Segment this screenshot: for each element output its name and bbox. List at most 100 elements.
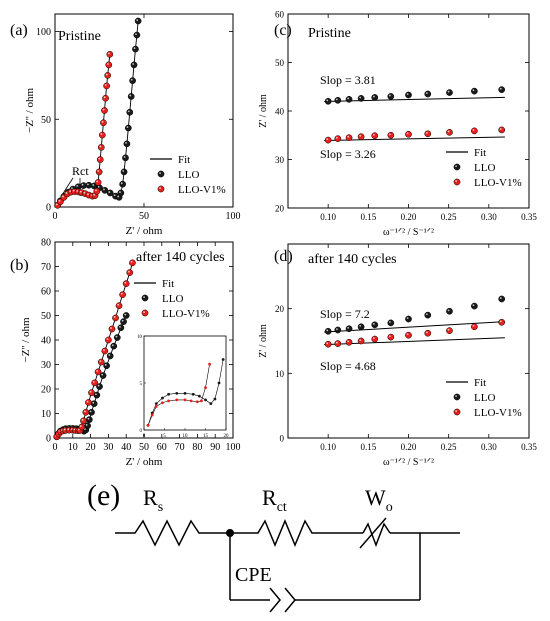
y-axis-label: Z' / ohm bbox=[258, 94, 269, 128]
panel-d-point-1-highlight bbox=[425, 331, 428, 334]
panel-c-point-0-highlight bbox=[389, 94, 391, 97]
panel-c-point-0 bbox=[334, 96, 342, 104]
y-tick-label: 30 bbox=[41, 360, 51, 371]
panel-d-point-1 bbox=[498, 318, 506, 326]
x-tick-label: 70 bbox=[175, 442, 185, 453]
y-tick-label: 40 bbox=[275, 107, 285, 117]
inset-point-0 bbox=[161, 396, 164, 400]
b-fit-1 bbox=[56, 262, 133, 438]
a-point-1-highlight bbox=[101, 120, 104, 123]
a-point-1 bbox=[56, 198, 64, 206]
panel-d-point-0-highlight bbox=[326, 329, 329, 332]
panel-b-label: (b) bbox=[10, 257, 29, 274]
a-point-0-highlight bbox=[130, 78, 133, 81]
a-point-0 bbox=[134, 17, 142, 25]
b-point-1-highlight bbox=[117, 303, 120, 306]
panel-c-point-1-highlight bbox=[447, 130, 450, 133]
a-point-0 bbox=[130, 61, 138, 69]
inset-point-1 bbox=[154, 405, 158, 408]
b-point-0 bbox=[120, 318, 127, 325]
panel-d-point-0-highlight bbox=[406, 317, 409, 320]
panel-d-point-0-highlight bbox=[472, 304, 475, 307]
b-point-1 bbox=[119, 291, 126, 299]
panel-c-point-0 bbox=[446, 89, 453, 96]
panel-d-point-0-highlight bbox=[336, 328, 338, 331]
y-tick-label: 0 bbox=[46, 434, 51, 445]
a-point-1-highlight bbox=[72, 189, 75, 192]
y-tick-label: 50 bbox=[41, 311, 51, 322]
panel-b-title: after 140 cycles bbox=[136, 250, 225, 265]
b-point-1 bbox=[82, 408, 90, 416]
legend-llov-marker-highlight bbox=[159, 187, 162, 190]
b-point-1 bbox=[85, 399, 92, 406]
legend-llov-marker-highlight bbox=[143, 311, 146, 313]
b-point-1-highlight bbox=[63, 428, 66, 431]
y-tick-label: 80 bbox=[41, 238, 51, 249]
a-point-0 bbox=[123, 140, 131, 148]
a-point-1-highlight bbox=[55, 203, 58, 206]
panel-c-label: (c) bbox=[274, 22, 292, 39]
panel-d-point-1-highlight bbox=[326, 342, 329, 345]
y-tick-label: 70 bbox=[41, 262, 51, 273]
a-point-1 bbox=[98, 131, 106, 139]
legend-llov-marker bbox=[453, 408, 461, 416]
b-point-0-highlight bbox=[104, 363, 107, 366]
b-point-0-highlight bbox=[101, 373, 104, 376]
panel-c-point-1 bbox=[345, 134, 353, 142]
a-point-1-highlight bbox=[108, 52, 110, 55]
inset-point-0 bbox=[209, 402, 213, 406]
x-tick-label: 0.35 bbox=[521, 212, 537, 222]
panel-d-point-0 bbox=[345, 325, 353, 333]
b-point-1-highlight bbox=[113, 316, 116, 318]
x-tick-label: 0.20 bbox=[401, 442, 417, 452]
b-point-1 bbox=[105, 336, 112, 344]
a-point-0-highlight bbox=[125, 142, 127, 144]
panel-d-point-0 bbox=[498, 295, 506, 303]
a-point-0-highlight bbox=[81, 183, 84, 186]
panel-c-point-1-highlight bbox=[372, 133, 375, 136]
b-point-1-highlight bbox=[127, 270, 130, 273]
x-axis-label: Z' / ohm bbox=[126, 225, 163, 237]
a-point-1 bbox=[104, 72, 112, 79]
a-point-0-highlight bbox=[108, 191, 111, 193]
a-point-0 bbox=[120, 168, 128, 176]
y-tick-label: 0 bbox=[280, 434, 285, 444]
panel-e-label: (e) bbox=[87, 479, 120, 512]
panel-d-point-1 bbox=[334, 340, 342, 347]
a-point-0 bbox=[132, 45, 139, 53]
panel-d-point-1 bbox=[324, 340, 332, 348]
x-tick-label: 100 bbox=[226, 211, 241, 222]
a-point-0 bbox=[127, 93, 135, 100]
panel-c-point-1-highlight bbox=[425, 131, 428, 134]
b-point-1 bbox=[108, 325, 116, 333]
panel-d-point-0 bbox=[405, 315, 412, 323]
x-tick-label: 10 bbox=[68, 442, 78, 453]
panel-d-point-0-highlight bbox=[359, 324, 362, 327]
legend-fit-label: Fit bbox=[474, 377, 486, 389]
a-point-1-highlight bbox=[79, 190, 82, 193]
a-point-1-highlight bbox=[103, 96, 106, 99]
b-point-0-highlight bbox=[121, 319, 124, 322]
a-point-1-highlight bbox=[96, 180, 99, 183]
b-point-1 bbox=[112, 314, 119, 322]
y-tick-label: 40 bbox=[41, 336, 51, 347]
inset-frame bbox=[143, 335, 227, 431]
a-point-0-highlight bbox=[113, 194, 116, 197]
b-point-1 bbox=[94, 368, 102, 376]
panel-c-slope-llo: Slop = 3.81 bbox=[320, 73, 376, 87]
a-point-1 bbox=[103, 82, 110, 90]
b-point-0 bbox=[122, 312, 130, 319]
a-point-0 bbox=[126, 108, 134, 116]
a-point-1-highlight bbox=[100, 133, 103, 136]
legend-llo-label: LLO bbox=[162, 293, 183, 305]
panel-c-point-0-highlight bbox=[326, 99, 329, 102]
x-tick-label: 30 bbox=[103, 442, 113, 453]
panel-d-point-1-highlight bbox=[359, 339, 362, 341]
a-point-1 bbox=[97, 143, 105, 151]
panel-c-point-1-highlight bbox=[326, 138, 329, 141]
panel-c-title: Pristine bbox=[308, 26, 351, 41]
y-tick-label: 20 bbox=[275, 304, 285, 314]
y-tick-label: 60 bbox=[41, 287, 51, 298]
b-point-1-highlight bbox=[96, 370, 99, 372]
b-point-1-highlight bbox=[83, 410, 86, 413]
